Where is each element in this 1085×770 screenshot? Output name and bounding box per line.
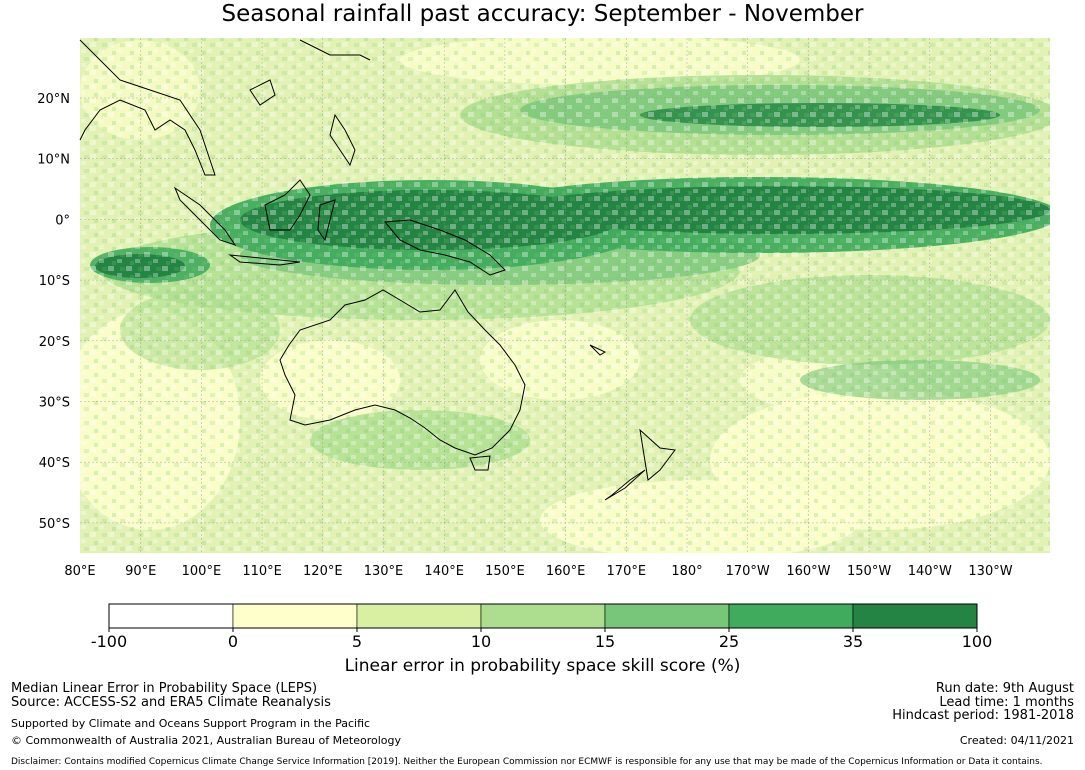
coastlines (79, 39, 676, 501)
longitude-label: 90°E (125, 564, 156, 579)
longitude-label: 180° (671, 564, 702, 579)
colorbar-segment (480, 603, 606, 629)
colorbar-segment (356, 603, 482, 629)
longitude-label: 140°W (908, 564, 952, 579)
footer-support: Supported by Climate and Oceans Support … (11, 717, 371, 730)
colorbar-tick-label: 15 (595, 632, 615, 650)
skill-field (80, 38, 1050, 553)
latitude-label: 0° (55, 213, 70, 228)
footer-leps: Median Linear Error in Probability Space… (11, 681, 318, 696)
latitude-label: 30°S (39, 396, 70, 411)
colorbar-tick-label: -100 (91, 632, 127, 650)
colorbar-tick-labels: -100 0 5 10 15 25 35 100 (91, 628, 992, 650)
colorbar (108, 603, 978, 629)
longitude-label: 130°W (968, 564, 1012, 579)
longitude-label: 80°E (64, 564, 95, 579)
colorbar-segment (232, 603, 358, 629)
latitude-label: 40°S (39, 456, 70, 471)
footer-lead-time: Lead time: 1 months (939, 695, 1074, 710)
colorbar-tick-label: 35 (843, 632, 863, 650)
longitude-label: 140°E (424, 564, 464, 579)
map-title: Seasonal rainfall past accuracy: Septemb… (221, 1, 864, 27)
colorbar-segment (604, 603, 730, 629)
longitude-label: 150°W (847, 564, 891, 579)
colorbar-tick-label: 100 (962, 632, 993, 650)
longitude-label: 100°E (182, 564, 222, 579)
longitude-label: 170°W (726, 564, 770, 579)
colorbar-segment (852, 603, 978, 629)
footer-copyright: © Commonwealth of Australia 2021, Austra… (11, 734, 401, 747)
colorbar-tick-label: 25 (719, 632, 739, 650)
colorbar-tick-label: 0 (228, 632, 238, 650)
footer-hindcast: Hindcast period: 1981-2018 (892, 708, 1074, 723)
colorbar-segment (108, 603, 234, 629)
longitude-label: 160°E (546, 564, 586, 579)
footer-created: Created: 04/11/2021 (959, 734, 1074, 747)
latitude-label: 10°N (37, 153, 70, 168)
longitude-label: 160°W (786, 564, 830, 579)
colorbar-label: Linear error in probability space skill … (344, 656, 741, 676)
colorbar-tick-label: 5 (352, 632, 362, 650)
graticule (80, 38, 1050, 553)
footer-source: Source: ACCESS-S2 and ERA5 Climate Reana… (11, 695, 331, 710)
latitude-label: 10°S (39, 274, 70, 289)
longitude-label: 120°E (303, 564, 343, 579)
footer-disclaimer: Disclaimer: Contains modified Copernicus… (11, 757, 1043, 767)
colorbar-segment (728, 603, 854, 629)
longitude-labels: 80°E 90°E 100°E 110°E 120°E 130°E 140°E 150°E 16… (64, 564, 1012, 579)
skill-score-map: 20°N 10°N 0° 10°S 20°S 30°S 40°S 50°S 80°E 90°E 1… (37, 38, 1050, 650)
latitude-label: 20°N (37, 92, 70, 107)
longitude-label: 130°E (364, 564, 404, 579)
longitude-label: 170°E (607, 564, 647, 579)
latitude-labels: 20°N 10°N 0° 10°S 20°S 30°S 40°S 50°S (37, 92, 70, 532)
footer-run-date: Run date: 9th August (935, 681, 1074, 696)
latitude-label: 20°S (39, 335, 70, 350)
colorbar-tick-label: 10 (471, 632, 491, 650)
latitude-label: 50°S (39, 517, 70, 532)
longitude-label: 150°E (485, 564, 525, 579)
longitude-label: 110°E (242, 564, 282, 579)
